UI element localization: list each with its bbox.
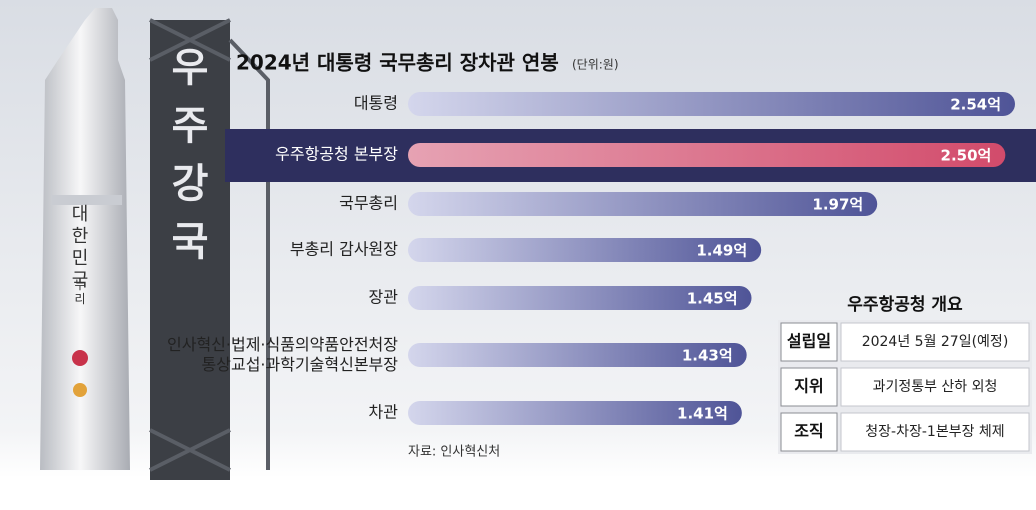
tower-lattice [149, 18, 270, 472]
category-label: 우주항공청 본부장 [275, 145, 398, 164]
category-label: 장관 [369, 288, 399, 307]
value-cell [840, 412, 1030, 452]
key-cell [780, 322, 838, 362]
value-text: 청장-차장-1본부장 체제 [865, 424, 1004, 440]
value-text: 과기정통부 산하 외청 [873, 379, 998, 395]
bar [408, 143, 1006, 167]
value-label: 1.43억 [682, 347, 733, 365]
value-cell [840, 322, 1030, 362]
info-title: 우주항공청 개요 [847, 294, 963, 315]
value-label: 1.49억 [696, 242, 747, 260]
rocket [40, 8, 130, 470]
key-cell [780, 367, 838, 407]
key-text: 조직 [794, 422, 823, 441]
value-label: 2.54억 [950, 96, 1001, 114]
chart-title: 2024년 대통령 국무총리 장차관 연봉 [236, 51, 559, 75]
value-label: 1.97억 [812, 196, 863, 214]
rocket-band [52, 195, 122, 205]
key-text: 지위 [794, 377, 823, 396]
value-cell [840, 367, 1030, 407]
category-label: 대통령 [354, 94, 398, 113]
value-label: 1.45억 [687, 290, 738, 308]
tower [150, 20, 230, 480]
bar [408, 238, 762, 262]
key-text: 설립일 [787, 332, 831, 351]
bar [408, 92, 1015, 116]
bar [408, 343, 747, 367]
category-label: 부총리 감사원장 [290, 240, 398, 259]
value-label: 2.50억 [941, 147, 992, 165]
bar [408, 401, 742, 425]
category-label: 차관 [369, 403, 399, 422]
bar [408, 192, 878, 216]
key-cell [780, 412, 838, 452]
value-text: 2024년 5월 27일(예정) [862, 334, 1009, 350]
value-label: 1.41억 [677, 405, 728, 423]
bar [408, 286, 752, 310]
category-label: 인사혁신·법제·식품의약품안전처장 통상교섭·과학기술혁신본부장 [167, 335, 398, 374]
chart-subtitle: (단위:원) [572, 58, 619, 72]
category-label: 국무총리 [339, 194, 398, 213]
rocket-emblem [72, 350, 88, 366]
footer-bg [0, 478, 1036, 510]
source: 자료: 인사혁신처 [408, 445, 500, 460]
rocket-emblem [73, 383, 87, 397]
